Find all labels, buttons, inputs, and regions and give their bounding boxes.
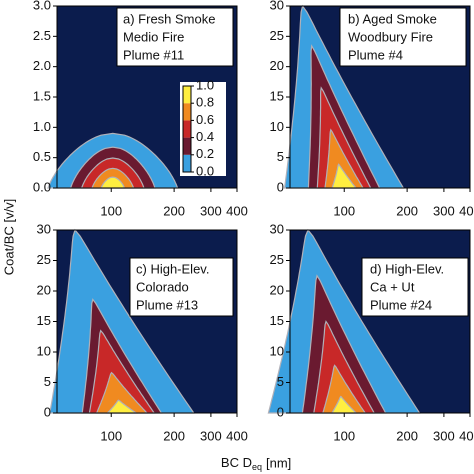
- y-tick-label: 1.0: [33, 119, 51, 134]
- panel-label: Woodbury Fire: [348, 29, 433, 44]
- contour-level: [321, 364, 367, 414]
- y-tick-label: 30: [37, 221, 51, 236]
- y-tick-label: 20: [37, 282, 51, 297]
- x-tick-label: 200: [163, 428, 185, 443]
- panel-label: b) Aged Smoke: [348, 11, 437, 26]
- y-tick-label: 10: [270, 343, 284, 358]
- colorbar-segment: [183, 120, 191, 138]
- x-tick-label: 200: [396, 203, 418, 218]
- x-tick-label: 400: [459, 428, 474, 443]
- contour-level: [267, 228, 421, 414]
- y-tick-label: 25: [37, 252, 51, 267]
- contour-level: [331, 163, 358, 189]
- panel-label: Plume #24: [370, 297, 432, 312]
- y-tick-label: 0.0: [33, 179, 51, 194]
- colorbar-tick-label: 0.8: [196, 95, 214, 110]
- y-tick-label: 25: [270, 28, 284, 43]
- y-tick-label: 0: [44, 404, 51, 419]
- contour-level: [105, 399, 139, 414]
- y-tick-label: 30: [270, 0, 284, 12]
- contour-level: [324, 128, 365, 189]
- panel-label: Medio Fire: [123, 29, 184, 44]
- panel-label: Ca + Ut: [370, 279, 415, 294]
- contour-level: [95, 371, 149, 414]
- contour-level: [100, 176, 126, 189]
- colorbar-tick-label: 1.0: [196, 77, 214, 92]
- colorbar-tick-label: 0.6: [196, 112, 214, 127]
- colorbar-tick-label: 0.2: [196, 146, 214, 161]
- x-tick-label: 400: [226, 428, 248, 443]
- x-tick-label: 100: [100, 203, 122, 218]
- colorbar-tick-label: 0.4: [196, 129, 214, 144]
- colorbar-segment: [183, 137, 191, 155]
- y-tick-label: 15: [270, 313, 284, 328]
- x-axis-label-sub: eq: [252, 462, 262, 472]
- y-tick-label: 0: [277, 404, 284, 419]
- y-tick-label: 20: [270, 282, 284, 297]
- x-tick-label: 300: [433, 203, 455, 218]
- y-tick-label: 15: [37, 313, 51, 328]
- panel-label-box: [361, 257, 469, 317]
- panel-label-box: [129, 257, 234, 317]
- panel-label: Plume #11: [123, 47, 184, 62]
- x-tick-label: 100: [333, 428, 355, 443]
- x-axis-label-unit: [nm]: [266, 455, 291, 470]
- y-tick-label: 2.0: [33, 58, 51, 73]
- x-tick-label: 100: [333, 203, 355, 218]
- panel-label: Colorado: [136, 279, 189, 294]
- panel-label: Plume #13: [136, 297, 198, 312]
- y-tick-label: 3.0: [33, 0, 51, 12]
- panel-label-box: [116, 7, 234, 67]
- colorbar-frame: [182, 85, 192, 173]
- y-axis-label: Coat/BC [v/v]: [1, 199, 16, 276]
- x-tick-label: 200: [163, 203, 185, 218]
- y-tick-label: 5: [44, 374, 51, 389]
- x-tick-label: 100: [100, 428, 122, 443]
- x-tick-label: 300: [433, 428, 455, 443]
- y-tick-label: 2.5: [33, 28, 51, 43]
- panel-label-box: [339, 7, 467, 67]
- panel: 0 5 10 15 20 25 30 100 200 300 400 d) High-Elev. Ca …: [267, 221, 474, 443]
- panel: 0 5 10 15 20 25 30 100 200 300 400 c) High-Elev. Col…: [37, 221, 248, 443]
- colorbar-segment: [183, 86, 191, 104]
- y-tick-label: 15: [270, 88, 284, 103]
- x-tick-label: 400: [459, 203, 474, 218]
- y-tick-label: 25: [270, 252, 284, 267]
- y-tick-label: 5: [277, 149, 284, 164]
- x-axis-label: BC Deq: [221, 455, 262, 472]
- colorbar-tick-label: 0.0: [196, 163, 214, 178]
- panel: 0 5 10 15 20 25 30 100 200 300 400 b) Aged Smoke Woo…: [270, 0, 474, 218]
- x-tick-label: 300: [200, 428, 222, 443]
- y-tick-label: 0: [277, 179, 284, 194]
- contour-level: [49, 228, 195, 414]
- x-tick-label: 200: [396, 428, 418, 443]
- panel-label: d) High-Elev.: [370, 261, 444, 276]
- x-axis-label-main: BC D: [221, 455, 252, 470]
- x-tick-label: 300: [200, 203, 222, 218]
- y-tick-label: 1.5: [33, 88, 51, 103]
- x-tick-label: 400: [226, 203, 248, 218]
- y-tick-label: 10: [37, 343, 51, 358]
- colorbar-segment: [183, 103, 191, 121]
- y-tick-label: 30: [270, 221, 284, 236]
- y-tick-label: 20: [270, 58, 284, 73]
- contour-level: [330, 395, 358, 414]
- y-tick-label: 5: [277, 374, 284, 389]
- y-tick-label: 0.5: [33, 149, 51, 164]
- panel-label: Plume #4: [348, 47, 403, 62]
- panel-label: c) High-Elev.: [136, 261, 209, 276]
- y-tick-label: 10: [270, 119, 284, 134]
- panel-label: a) Fresh Smoke: [123, 11, 215, 26]
- panel: 0.0 0.5 1.0 1.5 2.0 2.5 3.0 100 200 300 400 a) Fres…: [33, 0, 248, 218]
- colorbar-segment: [183, 154, 191, 172]
